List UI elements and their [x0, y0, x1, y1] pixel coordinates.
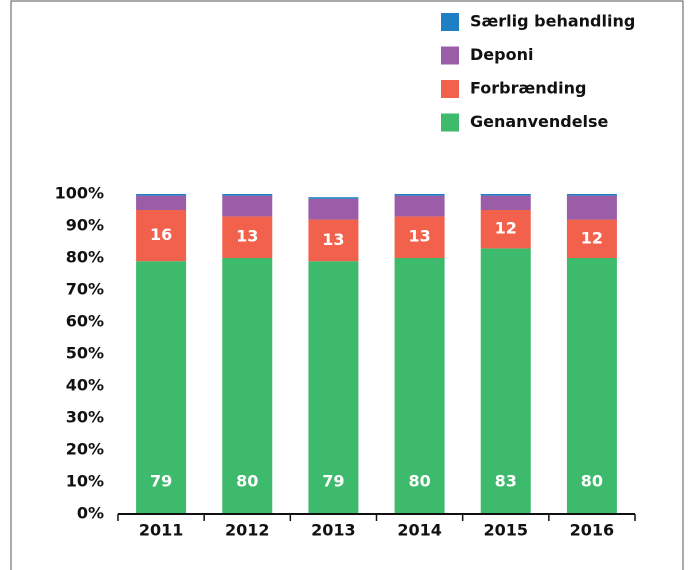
bar-segment: [480, 210, 531, 249]
bar-segment: [480, 248, 531, 514]
data-label: 80: [408, 472, 430, 491]
y-tick-label: 70%: [66, 280, 104, 299]
data-label: 16: [150, 225, 172, 244]
bar-segment: [136, 194, 187, 196]
bar-segment: [136, 195, 187, 210]
data-label: 80: [581, 472, 603, 491]
bar-segment: [308, 197, 359, 199]
legend-swatch: [441, 80, 459, 98]
data-label: 83: [495, 472, 517, 491]
data-label: 13: [408, 227, 430, 246]
legend-label: Forbrænding: [470, 79, 586, 98]
bar-segment: [136, 261, 187, 514]
bar-segment: [394, 216, 445, 258]
bar-segment: [308, 261, 359, 514]
legend-swatch: [441, 46, 459, 65]
bar-segment: [566, 258, 617, 514]
data-label: 80: [236, 472, 258, 491]
legend-label: Deponi: [470, 45, 533, 64]
y-tick-label: 90%: [66, 216, 104, 235]
bar-segment: [222, 195, 273, 217]
bar-segment: [394, 258, 445, 514]
bar-segment: [480, 194, 531, 196]
bar-segment: [136, 210, 187, 262]
data-label: 13: [236, 227, 258, 246]
legend-label: Særlig behandling: [470, 12, 635, 31]
frame: [10, 0, 684, 570]
y-tick-label: 100%: [55, 184, 104, 203]
legend-swatch: [441, 113, 459, 132]
bar-segment: [566, 219, 617, 258]
data-label: 13: [322, 230, 344, 249]
bar-segment: [566, 195, 617, 220]
bar-segment: [222, 216, 273, 258]
x-tick-label: 2013: [311, 521, 356, 540]
x-tick-label: 2015: [483, 521, 528, 540]
legend-label: Genanvendelse: [470, 112, 609, 131]
bar-segment: [394, 195, 445, 217]
x-tick-label: 2011: [139, 521, 184, 540]
bar-segment: [308, 198, 359, 220]
y-tick-label: 20%: [66, 440, 104, 459]
y-tick-label: 30%: [66, 408, 104, 427]
bar-segment: [566, 194, 617, 196]
x-tick-label: 2012: [225, 521, 270, 540]
bar-segment: [480, 195, 531, 210]
y-tick-label: 80%: [66, 248, 104, 267]
data-label: 12: [581, 228, 603, 247]
y-tick-label: 60%: [66, 312, 104, 331]
data-label: 79: [150, 472, 172, 491]
x-tick-label: 2014: [397, 521, 442, 540]
legend-swatch: [441, 13, 459, 31]
y-tick-label: 0%: [77, 504, 104, 523]
y-tick-label: 10%: [66, 472, 104, 491]
y-tick-label: 40%: [66, 376, 104, 395]
bar-segment: [394, 194, 445, 196]
data-label: 12: [495, 219, 517, 238]
data-label: 79: [322, 472, 344, 491]
y-tick-label: 50%: [66, 344, 104, 363]
bar-segment: [222, 194, 273, 196]
bar-segment: [308, 219, 359, 262]
bar-segment: [222, 258, 273, 514]
x-tick-label: 2016: [570, 521, 615, 540]
